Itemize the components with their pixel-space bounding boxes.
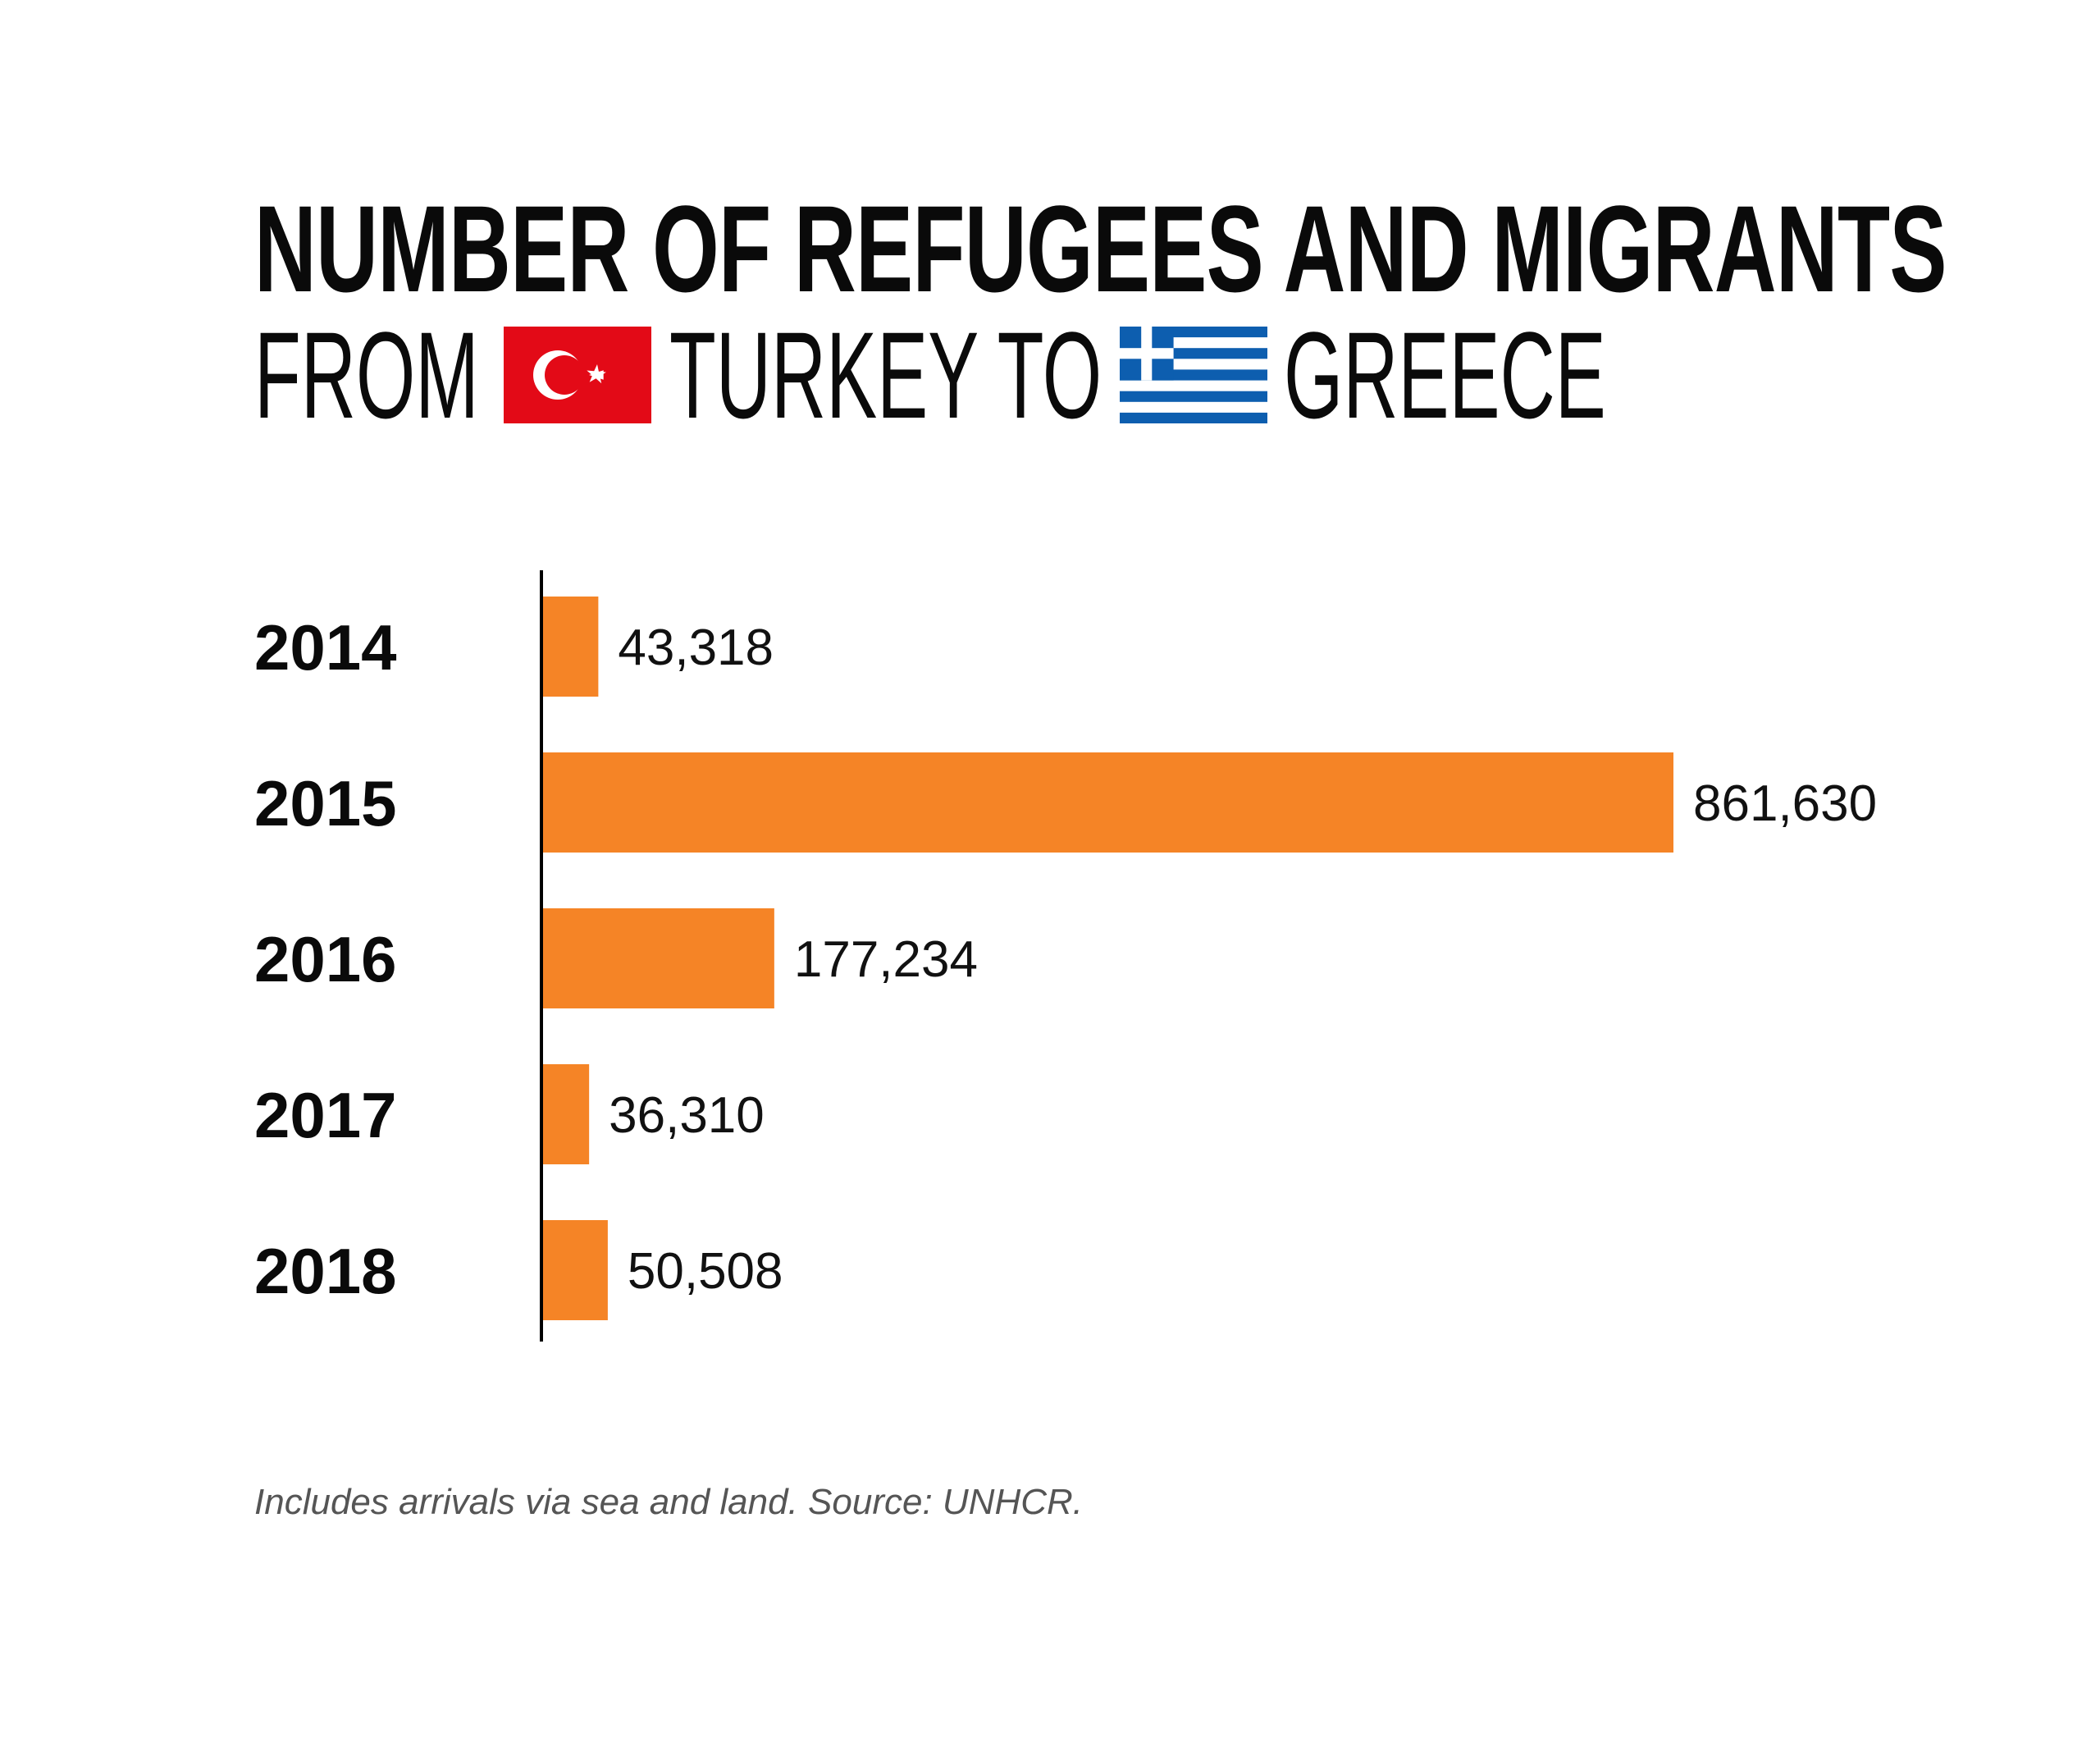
bar-2018 bbox=[541, 1220, 608, 1320]
greece-flag-icon bbox=[1120, 327, 1267, 423]
category-label-2014: 2014 bbox=[254, 611, 397, 683]
value-label-2018: 50,508 bbox=[628, 1243, 783, 1300]
value-label-2016: 177,234 bbox=[794, 931, 978, 988]
category-label-2017: 2017 bbox=[254, 1079, 397, 1151]
value-label-2015: 861,630 bbox=[1693, 775, 1877, 832]
chart-title-line1: NUMBER OF REFUGEES AND MIGRANTS bbox=[254, 180, 1947, 318]
category-label-2018: 2018 bbox=[254, 1235, 397, 1307]
chart-title-line2: FROM TURKEY TO GREECE bbox=[254, 306, 1649, 444]
value-label-2014: 43,318 bbox=[618, 619, 774, 676]
source-footnote: Includes arrivals via sea and land. Sour… bbox=[254, 1482, 1084, 1522]
category-label-2015: 2015 bbox=[254, 767, 397, 839]
labels-layer: 2014 43,318 2015 861,630 2016 177,234 2017 36,3… bbox=[254, 611, 1877, 1307]
title-from-text: FROM bbox=[254, 306, 479, 444]
bars-layer bbox=[541, 597, 1673, 1320]
bar-2014 bbox=[541, 597, 599, 697]
bar-2016 bbox=[541, 908, 774, 1008]
category-label-2016: 2016 bbox=[254, 923, 397, 995]
turkey-flag-icon bbox=[504, 327, 651, 423]
title-turkey-to-text: TURKEY TO bbox=[669, 306, 1102, 444]
value-label-2017: 36,310 bbox=[609, 1087, 765, 1144]
title-greece-text: GREECE bbox=[1284, 306, 1606, 444]
bar-2017 bbox=[541, 1064, 590, 1164]
bar-2015 bbox=[541, 752, 1673, 853]
